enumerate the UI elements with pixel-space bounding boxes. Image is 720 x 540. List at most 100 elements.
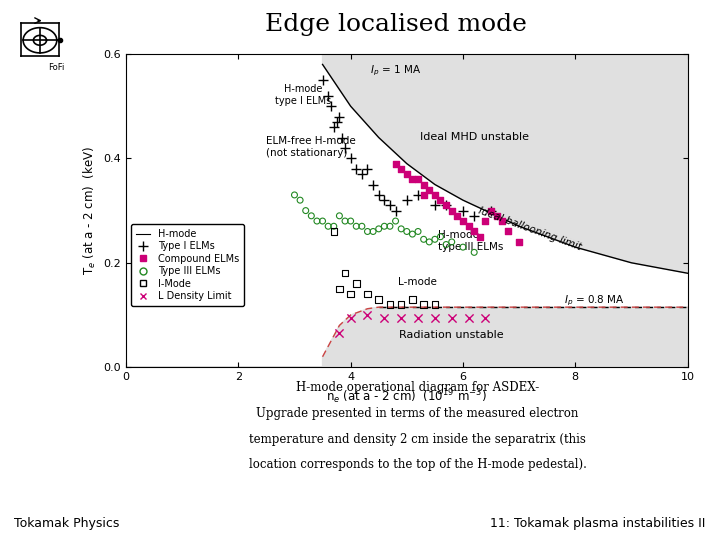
Point [384,222,396,231]
Point [407,295,418,303]
Text: temperature and density 2 cm inside the separatrix (this: temperature and density 2 cm inside the … [249,433,586,446]
Point [474,232,485,241]
Point [480,313,491,322]
Text: $I_p$ = 1 MA: $I_p$ = 1 MA [370,64,421,78]
Point [463,313,474,322]
Point [429,191,441,199]
Point [435,232,446,241]
Point [491,212,503,220]
Y-axis label: T$_e$ (at a - 2 cm)  (keV): T$_e$ (at a - 2 cm) (keV) [82,146,98,275]
Point [390,159,401,168]
Point [361,165,373,173]
Point [413,191,424,199]
Polygon shape [126,307,688,367]
Point [395,165,407,173]
Point [345,290,356,299]
Text: H-mode
type I ELMs: H-mode type I ELMs [275,84,331,106]
Point [401,170,413,178]
Text: L-mode: L-mode [398,276,437,287]
Point [361,227,373,236]
Point [502,227,513,236]
Point [469,212,480,220]
Point [413,175,424,184]
Point [441,201,452,210]
Point [418,235,429,244]
Point [457,206,469,215]
Point [390,217,401,225]
Point [294,196,306,205]
Point [339,217,351,225]
Point [435,196,446,205]
Point [379,313,390,322]
Point [446,206,457,215]
Point [336,133,348,142]
Point [361,290,373,299]
Point [384,201,396,210]
Point [384,300,396,309]
Text: FoFi: FoFi [48,64,64,72]
Point [305,212,317,220]
Point [407,175,418,184]
Text: Radiation unstable: Radiation unstable [400,330,504,341]
Point [463,222,474,231]
Point [311,217,323,225]
Point [429,300,441,309]
Point [351,222,362,231]
Point [423,238,435,246]
Point [333,285,345,293]
Point [289,191,300,199]
Point [457,217,469,225]
Text: Tokamak Physics: Tokamak Physics [14,517,120,530]
Point [345,154,356,163]
Point [413,313,424,322]
Point [418,191,429,199]
Point [413,227,424,236]
Point [429,235,441,244]
Text: Edge localised mode: Edge localised mode [265,14,527,37]
Point [441,201,452,210]
Text: Ideal ballooning limit: Ideal ballooning limit [477,206,583,252]
Point [379,196,390,205]
Point [469,227,480,236]
Point [331,118,343,126]
Polygon shape [323,54,688,273]
Point [373,225,384,233]
Point [446,313,457,322]
Point [395,300,407,309]
Point [485,206,497,215]
Point [317,76,328,84]
Point [351,165,362,173]
Point [317,217,328,225]
Point [446,238,457,246]
Point [323,222,334,231]
Point [351,279,362,288]
Point [429,201,441,210]
Point [333,112,345,121]
Text: H-mode operational diagram for ASDEX-: H-mode operational diagram for ASDEX- [296,381,539,394]
Point [407,230,418,239]
Point [379,222,390,231]
Point [441,240,452,249]
Point [451,212,463,220]
Point [367,180,379,189]
Point [373,191,384,199]
Point [395,313,407,322]
Text: ELM-free H-mode
(not stationary): ELM-free H-mode (not stationary) [266,136,356,158]
Point [333,212,345,220]
Point [328,222,340,231]
X-axis label: n$_e$ (at a - 2 cm)  (10$^{19}$ m$^{-3}$): n$_e$ (at a - 2 cm) (10$^{19}$ m$^{-3}$) [326,388,487,406]
Point [457,243,469,252]
Point [390,206,401,215]
Point [323,91,334,100]
Point [361,310,373,319]
Point [429,313,441,322]
Point [300,206,312,215]
Point [345,217,356,225]
Text: 11: Tokamak plasma instabilities II: 11: Tokamak plasma instabilities II [490,517,706,530]
Point [328,123,340,131]
Point [497,217,508,225]
Legend: H-mode, Type I ELMs, Compound ELMs, Type III ELMs, I-Mode, L Density Limit: H-mode, Type I ELMs, Compound ELMs, Type… [131,224,244,306]
Point [513,238,525,246]
Point [339,269,351,278]
Point [469,248,480,256]
